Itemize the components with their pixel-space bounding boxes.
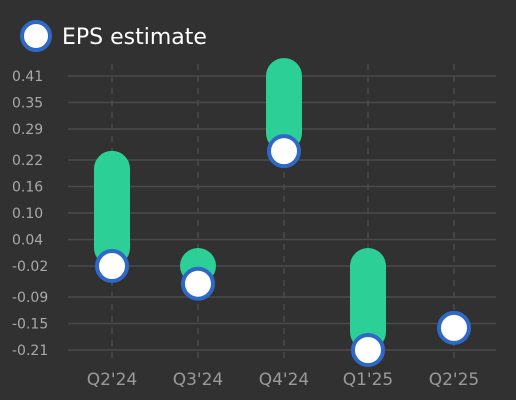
y-axis-ticks: 0.41 0.35 0.29 0.22 0.16 0.10 0.04 -0.02 -0.09 -0… bbox=[12, 69, 48, 359]
x-tick-label: Q1'25 bbox=[343, 370, 394, 390]
y-tick-label: 0.41 bbox=[12, 69, 43, 85]
y-tick-label: -0.15 bbox=[12, 316, 48, 332]
data-point-marker bbox=[437, 310, 471, 345]
y-tick-label: 0.29 bbox=[12, 122, 43, 138]
x-tick-label: Q2'24 bbox=[87, 370, 138, 390]
y-tick-label: 0.04 bbox=[12, 233, 43, 249]
y-tick-label: -0.02 bbox=[12, 259, 48, 275]
y-tick-label: 0.35 bbox=[12, 96, 43, 112]
bars bbox=[94, 58, 386, 350]
markers bbox=[95, 134, 471, 367]
bar bbox=[350, 248, 386, 350]
y-tick-label: 0.22 bbox=[12, 153, 43, 169]
x-tick-label: Q4'24 bbox=[259, 370, 310, 390]
grid bbox=[68, 64, 496, 358]
y-tick-label: -0.21 bbox=[12, 343, 48, 359]
x-axis-ticks: Q2'24 Q3'24 Q4'24 Q1'25 Q2'25 bbox=[87, 370, 480, 390]
x-tick-label: Q2'25 bbox=[429, 370, 480, 390]
legend-label: EPS estimate bbox=[62, 25, 207, 50]
bar bbox=[266, 58, 302, 152]
legend: EPS estimate bbox=[20, 20, 207, 52]
x-tick-label: Q3'24 bbox=[173, 370, 224, 390]
data-point-marker bbox=[351, 333, 385, 367]
y-tick-label: -0.09 bbox=[12, 290, 48, 306]
data-point-marker bbox=[181, 266, 215, 301]
y-tick-label: 0.10 bbox=[12, 206, 43, 222]
data-point-marker bbox=[267, 134, 301, 169]
bar bbox=[94, 150, 130, 267]
legend-marker-icon bbox=[20, 20, 52, 52]
y-tick-label: 0.16 bbox=[12, 179, 43, 195]
data-point-marker bbox=[95, 249, 129, 284]
